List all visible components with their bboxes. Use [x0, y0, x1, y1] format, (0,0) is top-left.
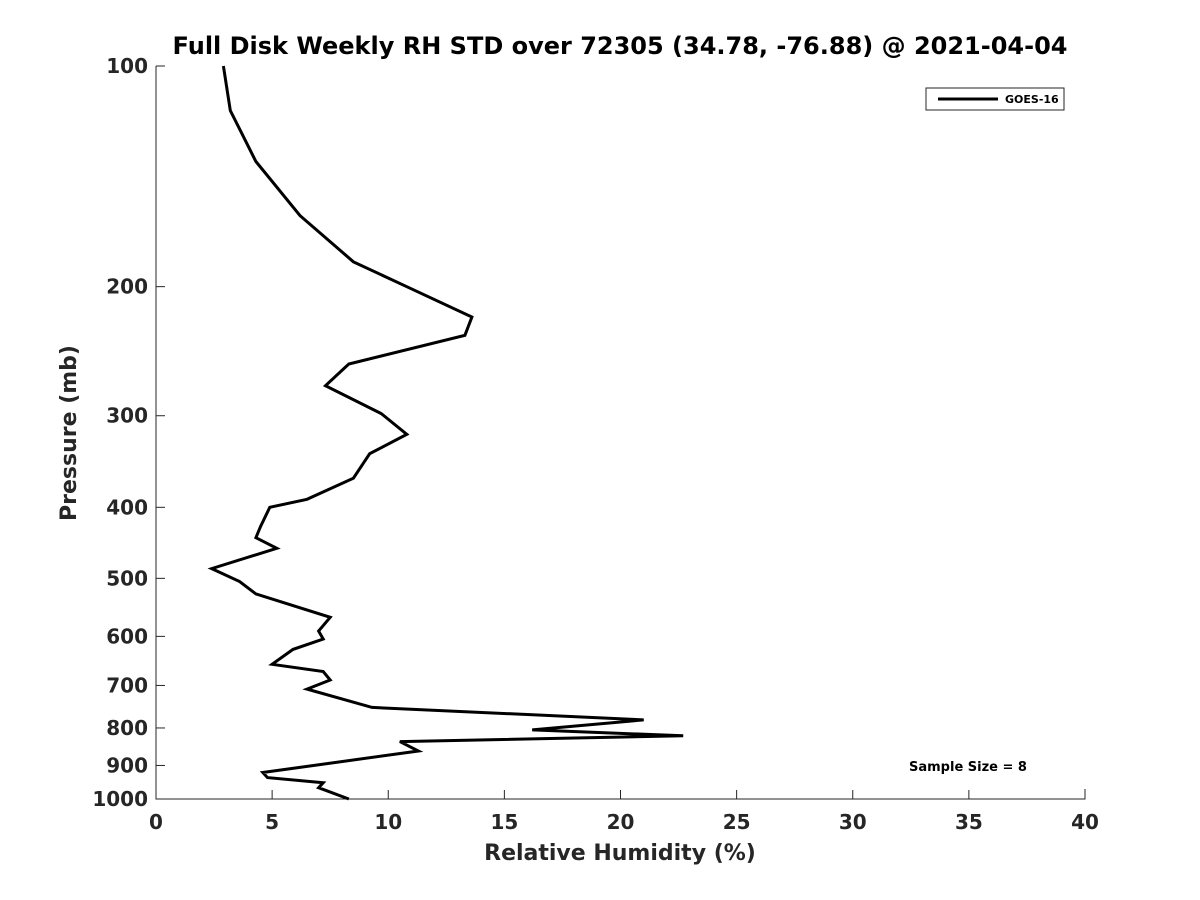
plot-area: 0 5 10 15 20 25 30 35 40 100 200 300 400 500 600 700 80… [92, 54, 1099, 834]
y-tick-label: 1000 [92, 787, 148, 811]
x-tick-label: 5 [265, 810, 279, 834]
x-tick-label: 0 [149, 810, 163, 834]
x-tick-label: 10 [374, 810, 402, 834]
y-tick-label: 700 [106, 673, 148, 697]
sample-size-annotation: Sample Size = 8 [909, 760, 1027, 775]
x-tick-label: 35 [955, 810, 983, 834]
series-line-goes-16 [207, 65, 684, 801]
axes-frame [155, 66, 1086, 800]
legend-label: GOES-16 [1005, 93, 1059, 106]
x-axis: 0 5 10 15 20 25 30 35 40 [149, 790, 1099, 834]
series-layer [207, 65, 684, 801]
y-tick-label: 100 [106, 54, 148, 78]
x-tick-label: 15 [490, 810, 518, 834]
legend: GOES-16 [925, 87, 1065, 111]
y-tick-label: 600 [106, 624, 148, 648]
y-axis: 100 200 300 400 500 600 700 800 900 1000 [92, 54, 165, 811]
x-tick-label: 25 [723, 810, 751, 834]
y-tick-label: 500 [106, 566, 148, 590]
y-tick-label: 800 [106, 716, 148, 740]
y-axis-label: Pressure (mb) [57, 345, 82, 521]
x-tick-label: 40 [1071, 810, 1099, 834]
y-tick-label: 300 [106, 404, 148, 428]
x-tick-label: 20 [607, 810, 635, 834]
x-tick-label: 30 [839, 810, 867, 834]
y-tick-label: 200 [106, 275, 148, 299]
y-tick-label: 400 [106, 495, 148, 519]
y-tick-label: 900 [106, 753, 148, 777]
x-axis-label: Relative Humidity (%) [484, 841, 756, 866]
chart-title: Full Disk Weekly RH STD over 72305 (34.7… [173, 32, 1068, 60]
